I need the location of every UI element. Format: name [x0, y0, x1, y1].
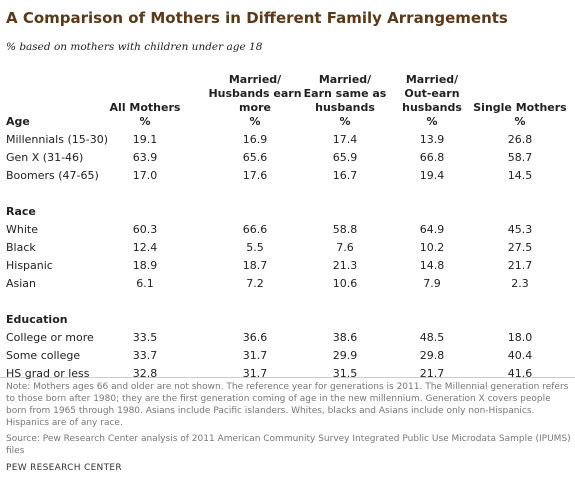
column-header: Married/: [318, 73, 372, 86]
column-header: Married/: [405, 73, 459, 86]
cell: 21.3: [332, 259, 358, 272]
cell: 19.1: [132, 133, 158, 146]
cell: 18.7: [242, 259, 268, 272]
cell: 10.2: [419, 241, 445, 254]
cell: 6.1: [136, 277, 154, 290]
row-label: Black: [6, 241, 36, 254]
cell: 13.9: [419, 133, 445, 146]
cell: 31.5: [332, 367, 358, 380]
cell: 66.6: [242, 223, 268, 236]
section-title: Age: [6, 115, 30, 128]
column-header: more: [239, 101, 271, 114]
row-label: College or more: [6, 331, 94, 344]
row-label: Asian: [6, 277, 37, 290]
cell: 17.6: [242, 169, 268, 182]
cell: 40.4: [507, 349, 533, 362]
cell: 60.3: [132, 223, 158, 236]
column-header: Earn same as: [303, 87, 387, 100]
cell: 58.7: [507, 151, 533, 164]
cell: 33.5: [132, 331, 158, 344]
row-label: HS grad or less: [6, 367, 90, 380]
cell: 27.5: [507, 241, 533, 254]
cell: 16.9: [242, 133, 268, 146]
column-header: Married/: [228, 73, 282, 86]
cell: 64.9: [419, 223, 445, 236]
column-unit: %: [339, 115, 351, 128]
cell: 45.3: [507, 223, 533, 236]
credit: PEW RESEARCH CENTER: [6, 463, 122, 473]
cell: 17.0: [132, 169, 158, 182]
cell: 19.4: [419, 169, 445, 182]
column-unit: %: [139, 115, 151, 128]
cell: 65.6: [242, 151, 268, 164]
column-header: husbands: [402, 101, 462, 114]
cell: 7.9: [423, 277, 441, 290]
cell: 7.6: [336, 241, 354, 254]
cell: 18.9: [132, 259, 158, 272]
row-label: White: [6, 223, 38, 236]
row-label: Millennials (15-30): [6, 133, 108, 146]
column-header: Husbands earn: [208, 87, 302, 100]
section-title: Race: [6, 205, 36, 218]
cell: 63.9: [132, 151, 158, 164]
column-unit: %: [426, 115, 438, 128]
cell: 5.5: [246, 241, 264, 254]
cell: 41.6: [507, 367, 533, 380]
column-unit: %: [249, 115, 261, 128]
column-unit: %: [514, 115, 526, 128]
cell: 21.7: [419, 367, 445, 380]
cell: 12.4: [132, 241, 158, 254]
cell: 48.5: [419, 331, 445, 344]
column-header: Out-earn: [404, 87, 460, 100]
cell: 29.9: [332, 349, 358, 362]
cell: 21.7: [507, 259, 533, 272]
cell: 38.6: [332, 331, 358, 344]
note: Note: Mothers ages 66 and older are not …: [6, 382, 569, 428]
section-title: Education: [6, 313, 68, 326]
cell: 66.8: [419, 151, 445, 164]
cell: 31.7: [242, 367, 268, 380]
cell: 17.4: [332, 133, 358, 146]
row-label: Gen X (31-46): [6, 151, 84, 164]
title: A Comparison of Mothers in Different Fam…: [6, 9, 508, 27]
row-label: Some college: [6, 349, 81, 362]
cell: 14.8: [419, 259, 445, 272]
cell: 2.3: [511, 277, 529, 290]
cell: 16.7: [332, 169, 358, 182]
subtitle: % based on mothers with children under a…: [6, 41, 263, 53]
column-header: All Mothers: [109, 101, 181, 114]
column-header: Single Mothers: [473, 101, 567, 114]
row-label: Boomers (47-65): [6, 169, 99, 182]
cell: 36.6: [242, 331, 268, 344]
cell: 29.8: [419, 349, 445, 362]
cell: 33.7: [132, 349, 158, 362]
row-label: Hispanic: [6, 259, 53, 272]
cell: 10.6: [332, 277, 358, 290]
cell: 7.2: [246, 277, 264, 290]
cell: 65.9: [332, 151, 358, 164]
cell: 26.8: [507, 133, 533, 146]
cell: 14.5: [507, 169, 533, 182]
cell: 18.0: [507, 331, 533, 344]
column-header: husbands: [315, 101, 375, 114]
cell: 31.7: [242, 349, 268, 362]
rule: [0, 377, 575, 378]
cell: 58.8: [332, 223, 358, 236]
cell: 32.8: [132, 367, 158, 380]
source: Source: Pew Research Center analysis of …: [6, 434, 571, 456]
